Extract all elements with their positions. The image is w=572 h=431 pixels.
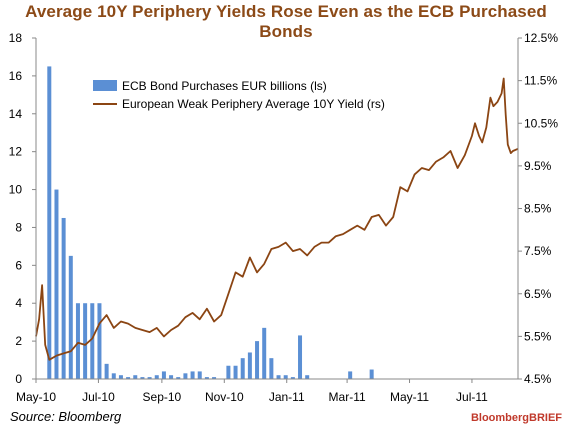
x-tick-label: Mar-11 [329, 390, 366, 404]
bar [348, 371, 353, 379]
source-note: Source: Bloomberg [10, 409, 122, 424]
bar [247, 352, 252, 379]
bar [305, 375, 310, 379]
bar [161, 371, 166, 379]
bar [147, 377, 152, 379]
chart-title: Average 10Y Periphery Yields Rose Even a… [25, 2, 547, 41]
left-tick-label: 0 [15, 372, 22, 386]
bar [68, 255, 73, 379]
bar [283, 375, 288, 379]
right-tick-label: 5.5% [524, 329, 552, 343]
left-tick-label: 10 [9, 183, 23, 197]
left-tick-label: 16 [9, 69, 23, 83]
bar [154, 375, 159, 379]
bar [90, 303, 95, 379]
left-tick-label: 2 [15, 334, 22, 348]
bar [97, 303, 102, 379]
legend-label-line: European Weak Periphery Average 10Y Yiel… [122, 97, 385, 111]
bar [104, 363, 109, 379]
bar [183, 373, 188, 379]
right-tick-label: 9.5% [524, 159, 552, 173]
x-tick-label: Nov-10 [205, 390, 244, 404]
bar [240, 358, 245, 379]
right-tick-label: 8.5% [524, 202, 552, 216]
x-tick-label: Sep-10 [143, 390, 182, 404]
left-tick-label: 12 [9, 145, 23, 159]
bar [190, 371, 195, 379]
bar [118, 375, 123, 379]
bar [290, 377, 295, 379]
x-tick-label: Jul-11 [456, 390, 488, 404]
left-tick-label: 8 [15, 220, 22, 234]
left-tick-label: 4 [15, 296, 22, 310]
bar [197, 371, 202, 379]
bar [54, 189, 59, 379]
right-tick-label: 10.5% [524, 116, 558, 130]
brand-logo-text: BloombergBRIEF [470, 412, 562, 424]
x-tick-label: Jan-11 [269, 390, 305, 404]
left-tick-label: 14 [9, 107, 23, 121]
bar [61, 217, 66, 379]
left-tick-label: 18 [9, 31, 23, 45]
bar [298, 335, 303, 379]
right-tick-label: 11.5% [524, 74, 557, 88]
bar [140, 377, 145, 379]
bar [276, 375, 281, 379]
bar [133, 375, 138, 379]
right-tick-label: 12.5% [524, 31, 558, 45]
bar [233, 365, 238, 379]
right-tick-label: 4.5% [524, 372, 552, 386]
bar [369, 369, 374, 379]
bar [226, 365, 231, 379]
legend-label-bars: ECB Bond Purchases EUR billions (ls) [122, 79, 327, 93]
bar [262, 327, 267, 379]
x-tick-label: Jul-10 [82, 390, 115, 404]
bar [126, 377, 131, 379]
bar [269, 358, 274, 379]
bar [204, 377, 209, 379]
right-tick-label: 6.5% [524, 287, 552, 301]
bar [75, 303, 80, 379]
bar [83, 303, 88, 379]
yield-line [35, 77, 519, 361]
bar [212, 377, 217, 379]
bar [169, 375, 174, 379]
bar [47, 66, 52, 380]
bar [176, 377, 181, 379]
legend-swatch-bars [93, 80, 117, 91]
right-tick-label: 7.5% [524, 244, 552, 258]
bar [111, 373, 116, 379]
left-tick-label: 6 [15, 258, 22, 272]
x-tick-label: May-11 [390, 390, 429, 404]
x-tick-label: May-10 [16, 390, 56, 404]
bar [255, 341, 260, 379]
